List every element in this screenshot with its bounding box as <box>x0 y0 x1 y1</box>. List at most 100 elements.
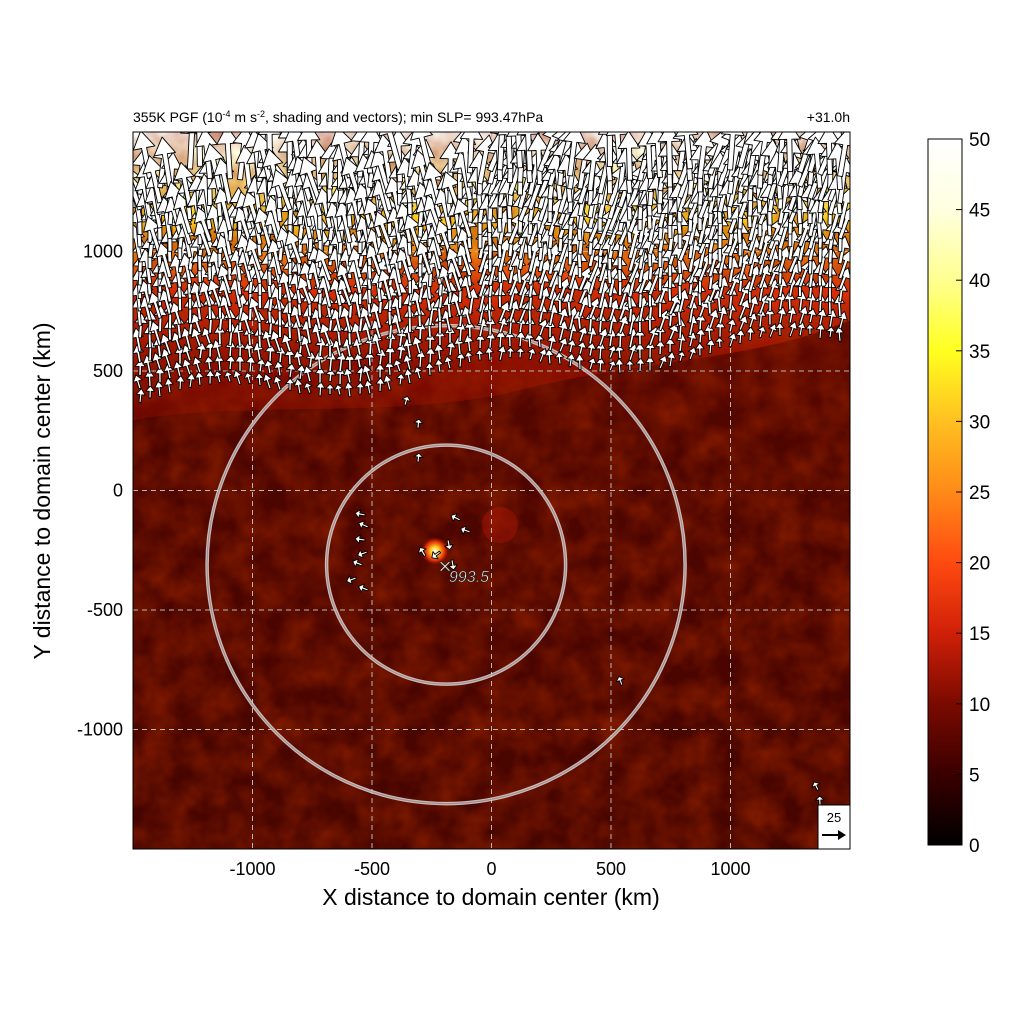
pgf-vector <box>764 291 777 313</box>
pgf-vector <box>558 337 569 353</box>
pgf-vector <box>834 325 845 342</box>
pgf-vector <box>187 132 212 167</box>
pgf-vector <box>643 311 657 332</box>
pgf-vector <box>343 367 354 384</box>
pgf-vector <box>566 352 576 368</box>
pgf-vector <box>262 373 273 390</box>
pgf-vector <box>315 381 326 397</box>
pgf-vector <box>695 327 706 344</box>
pgf-vector <box>303 382 313 394</box>
pgf-vector <box>204 340 216 358</box>
pgf-vector <box>191 296 206 321</box>
pgf-vector <box>424 332 436 350</box>
pgf-vector <box>194 371 205 386</box>
pgf-vector <box>617 132 641 181</box>
pgf-vector <box>735 328 746 344</box>
colorbar-tick-label: 50 <box>969 130 990 151</box>
distance-ring-outline <box>206 325 686 805</box>
pgf-vector <box>354 534 366 545</box>
pgf-vector <box>495 329 507 349</box>
pgf-vector <box>213 323 226 346</box>
pgf-vector <box>434 329 446 346</box>
pgf-vector <box>254 372 265 386</box>
pgf-vector <box>586 342 597 357</box>
pgf-vector <box>375 377 386 393</box>
pgf-vector <box>775 292 788 311</box>
colorbar-tick-label: 15 <box>969 624 990 645</box>
pgf-vector <box>355 381 366 395</box>
distance-rings <box>205 323 687 806</box>
pgf-vector <box>302 365 313 383</box>
pgf-vector <box>175 375 186 391</box>
distance-ring-outline <box>326 444 567 685</box>
pgf-vector <box>587 357 597 370</box>
pgf-vector <box>363 379 374 395</box>
reference-vector: 25 <box>817 804 851 850</box>
y-tick-label: 0 <box>113 481 123 501</box>
pgf-vectors <box>133 132 850 806</box>
pgf-vector <box>361 364 372 383</box>
pgf-vector <box>154 380 164 397</box>
pgf-vector <box>377 268 393 301</box>
pgf-vector <box>668 323 679 341</box>
pgf-vector <box>325 368 336 383</box>
pgf-vector <box>582 143 605 192</box>
pgf-vector <box>273 360 284 377</box>
pgf-vector <box>444 539 454 551</box>
pgf-vector <box>676 350 687 362</box>
pgf-vector <box>192 356 203 374</box>
pgf-vector <box>354 509 366 519</box>
pgf-vector <box>135 388 146 403</box>
pgf-vector <box>805 323 815 335</box>
pgf-vector <box>788 321 798 338</box>
pgf-vector <box>444 324 456 344</box>
pgf-vector <box>264 343 277 363</box>
pgf-vector <box>737 132 762 169</box>
pgf-vector <box>634 328 646 346</box>
pgf-vector <box>314 247 333 282</box>
x-axis-label: X distance to domain center (km) <box>322 884 659 910</box>
pgf-vector <box>705 338 716 355</box>
y-tick-labels: -1000 -500 0 500 1000 <box>77 242 123 740</box>
pgf-vector <box>783 290 796 311</box>
pgf-vector <box>634 342 646 360</box>
x-tick-label: 0 <box>486 859 496 879</box>
pgf-vector <box>164 377 174 394</box>
pgf-vector <box>574 353 585 370</box>
pgf-vector <box>455 351 466 368</box>
pgf-vector <box>285 362 297 378</box>
colorbar-tick-label: 10 <box>969 695 990 716</box>
pgf-vector <box>453 198 473 239</box>
svg-text:×: × <box>437 556 452 577</box>
pgf-vector <box>293 378 304 395</box>
pgf-vector <box>694 312 707 331</box>
pgf-vector <box>483 284 497 311</box>
pgf-vector <box>153 136 176 188</box>
pgf-vector <box>777 132 801 173</box>
pgf-vector <box>692 132 716 180</box>
pgf-vector <box>544 348 555 365</box>
pgf-vector <box>403 307 417 333</box>
pgf-vector <box>358 583 369 593</box>
pgf-vector <box>234 340 246 357</box>
y-tick-label: -500 <box>87 600 123 620</box>
pgf-vector <box>493 285 507 308</box>
pgf-vector <box>714 337 725 349</box>
pgf-vector <box>434 358 444 373</box>
colorbar-tick-label: 0 <box>969 836 980 857</box>
pgf-vector <box>515 330 527 348</box>
pgf-vector <box>450 513 461 522</box>
pgf-vector <box>403 368 414 385</box>
pgf-vector <box>806 308 818 324</box>
pgf-vector <box>595 356 606 373</box>
colorbar-tick-label: 45 <box>969 201 990 222</box>
pgf-vector <box>335 366 346 385</box>
pgf-vector <box>413 452 424 463</box>
pgf-vector <box>272 375 283 391</box>
y-axis-label: Y distance to domain center (km) <box>29 322 55 659</box>
pgf-vector <box>363 351 376 367</box>
x-tick-label: -1000 <box>229 859 275 879</box>
pgf-vector <box>401 395 412 406</box>
pgf-vector <box>815 322 826 339</box>
pgf-vector <box>353 352 365 369</box>
